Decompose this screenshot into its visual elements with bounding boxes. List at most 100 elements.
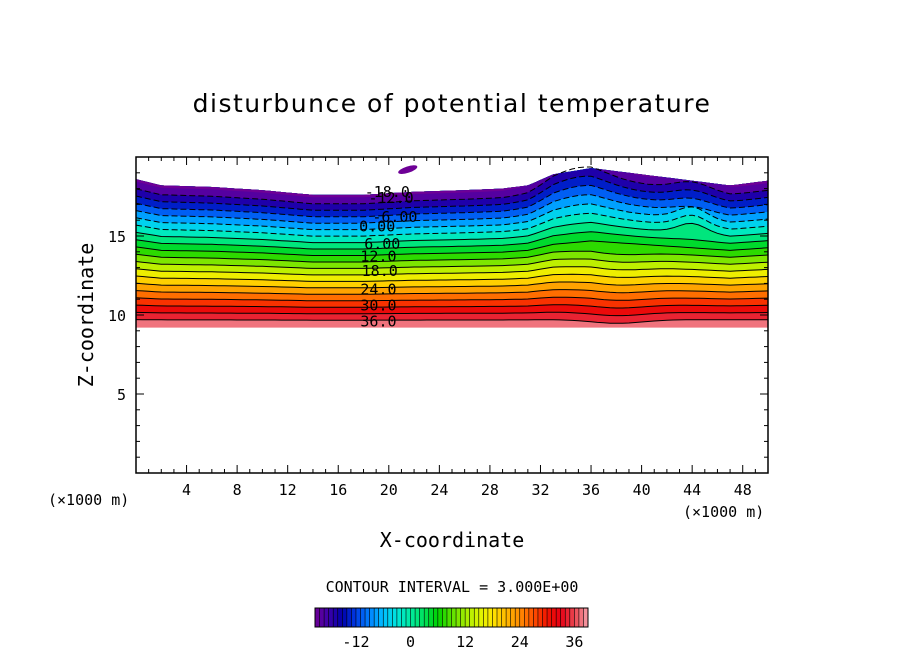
colorbar-segment: [406, 608, 411, 627]
contour-label-4: 6.00: [364, 235, 400, 253]
colorbar-segment: [442, 608, 448, 627]
colorbar-segment: [346, 608, 352, 627]
contour-label-8: 30.0: [360, 297, 396, 315]
colorbar-segment: [515, 608, 521, 627]
contour-line--15: [136, 175, 768, 211]
colorbar-frame: [314, 607, 589, 628]
contour-line--18: [136, 166, 768, 205]
x-tick-label: 8: [233, 481, 242, 499]
colorbar-segment: [456, 608, 461, 627]
colorbar-segment: [319, 608, 325, 627]
colorbar-segment: [551, 608, 557, 627]
x-tick-label: 12: [279, 481, 297, 499]
x-tick-label: 24: [430, 481, 448, 499]
isolated-cold-patch: [398, 165, 418, 174]
colorbar-tick-label: 12: [456, 633, 474, 651]
x-unit-right: (×1000 m): [683, 503, 764, 521]
y-tick-label: 5: [117, 386, 126, 404]
colorbar-segment: [419, 608, 425, 627]
contour-label-0: -18.0: [365, 183, 410, 201]
x-tick-label: 44: [683, 481, 701, 499]
contour-line-36: [136, 319, 768, 324]
y-axis-ticks: 5 10 15: [108, 172, 768, 458]
colorbar-segment: [533, 608, 539, 627]
colorbar-segment: [574, 608, 580, 627]
colorbar-segment: [355, 608, 361, 627]
colorbar-segment: [583, 608, 589, 627]
contour-interval-text: CONTOUR INTERVAL = 3.000E+00: [326, 578, 579, 596]
colorbar-segment: [478, 608, 484, 627]
colorbar-segment: [542, 608, 548, 627]
colorbar-segment: [556, 608, 561, 627]
colorbar-segment: [324, 608, 329, 627]
colorbar-segment: [506, 608, 511, 627]
colorbar-segment: [537, 608, 543, 627]
y-tick-label: 10: [108, 307, 126, 325]
colorbar-segment: [387, 608, 393, 627]
y-tick-label: 15: [108, 228, 126, 246]
colorbar-segment: [369, 608, 375, 627]
x-tick-label: 32: [531, 481, 549, 499]
chart-title: disturbunce of potential temperature: [193, 89, 712, 118]
contour-line-3: [136, 231, 768, 250]
colorbar: [314, 607, 589, 628]
colorbar-segment: [497, 608, 502, 627]
contour-line-24: [136, 289, 768, 295]
colorbar-segment: [374, 608, 379, 627]
colorbar-segment: [378, 608, 384, 627]
colorbar-segment: [524, 608, 530, 627]
colorbar-segment: [333, 608, 339, 627]
colorbar-tick-label: 0: [406, 633, 415, 651]
colorbar-segment: [560, 608, 566, 627]
colorbar-segment: [365, 608, 370, 627]
colorbar-segment: [383, 608, 389, 627]
colorbar-tick-label: 24: [511, 633, 529, 651]
contour-line-33: [136, 311, 768, 317]
colorbar-segment: [492, 608, 498, 627]
colorbar-segment: [483, 608, 489, 627]
x-tick-label: 4: [182, 481, 191, 499]
colorbar-segment: [424, 608, 430, 627]
colorbar-segment: [519, 608, 525, 627]
colorbar-segment: [501, 608, 507, 627]
contour-line--9: [136, 194, 768, 224]
contour-label-9: 36.0: [360, 312, 396, 330]
colorbar-segment: [428, 608, 434, 627]
colorbar-segment: [547, 608, 552, 627]
colorbar-segment: [578, 608, 584, 627]
contour-line-12: [136, 258, 768, 269]
colorbar-segment: [446, 608, 452, 627]
colorbar-segment: [337, 608, 343, 627]
colorbar-segment: [451, 608, 457, 627]
colorbar-segment: [569, 608, 575, 627]
contour-label-1: -12.0: [369, 189, 414, 207]
colorbar-segment: [487, 608, 493, 627]
x-tick-label: 16: [329, 481, 347, 499]
contour-label-2: -6.00: [372, 208, 417, 226]
x-tick-label: 20: [380, 481, 398, 499]
colorbar-segment: [396, 608, 402, 627]
colorbar-segment: [401, 608, 407, 627]
colorbar-segment: [328, 608, 334, 627]
contour-lines: [136, 166, 768, 324]
contour-label-7: 24.0: [360, 281, 396, 299]
contour-line-21: [136, 281, 768, 289]
contour-line-18: [136, 273, 768, 282]
x-axis-label: X-coordinate: [380, 528, 525, 552]
y-axis-label: Z-coordinate: [74, 243, 98, 388]
contour-line-0: [136, 221, 768, 244]
contour-line--12: [136, 184, 768, 218]
contour-label-3: 0.00: [359, 218, 395, 236]
x-tick-label: 40: [633, 481, 651, 499]
x-tick-label: 36: [582, 481, 600, 499]
colorbar-segment: [469, 608, 475, 627]
colorbar-segment: [510, 608, 516, 627]
colorbar-segment: [437, 608, 443, 627]
colorbar-segment: [315, 608, 320, 627]
colorbar-ticks: -12 0 12 24 36: [342, 633, 583, 651]
plot-area: -18.0-12.0-6.000.006.0012.018.024.030.03…: [108, 156, 769, 499]
contour-line-27: [136, 296, 768, 302]
colorbar-segment: [360, 608, 366, 627]
colorbar-tick-label: 36: [565, 633, 583, 651]
